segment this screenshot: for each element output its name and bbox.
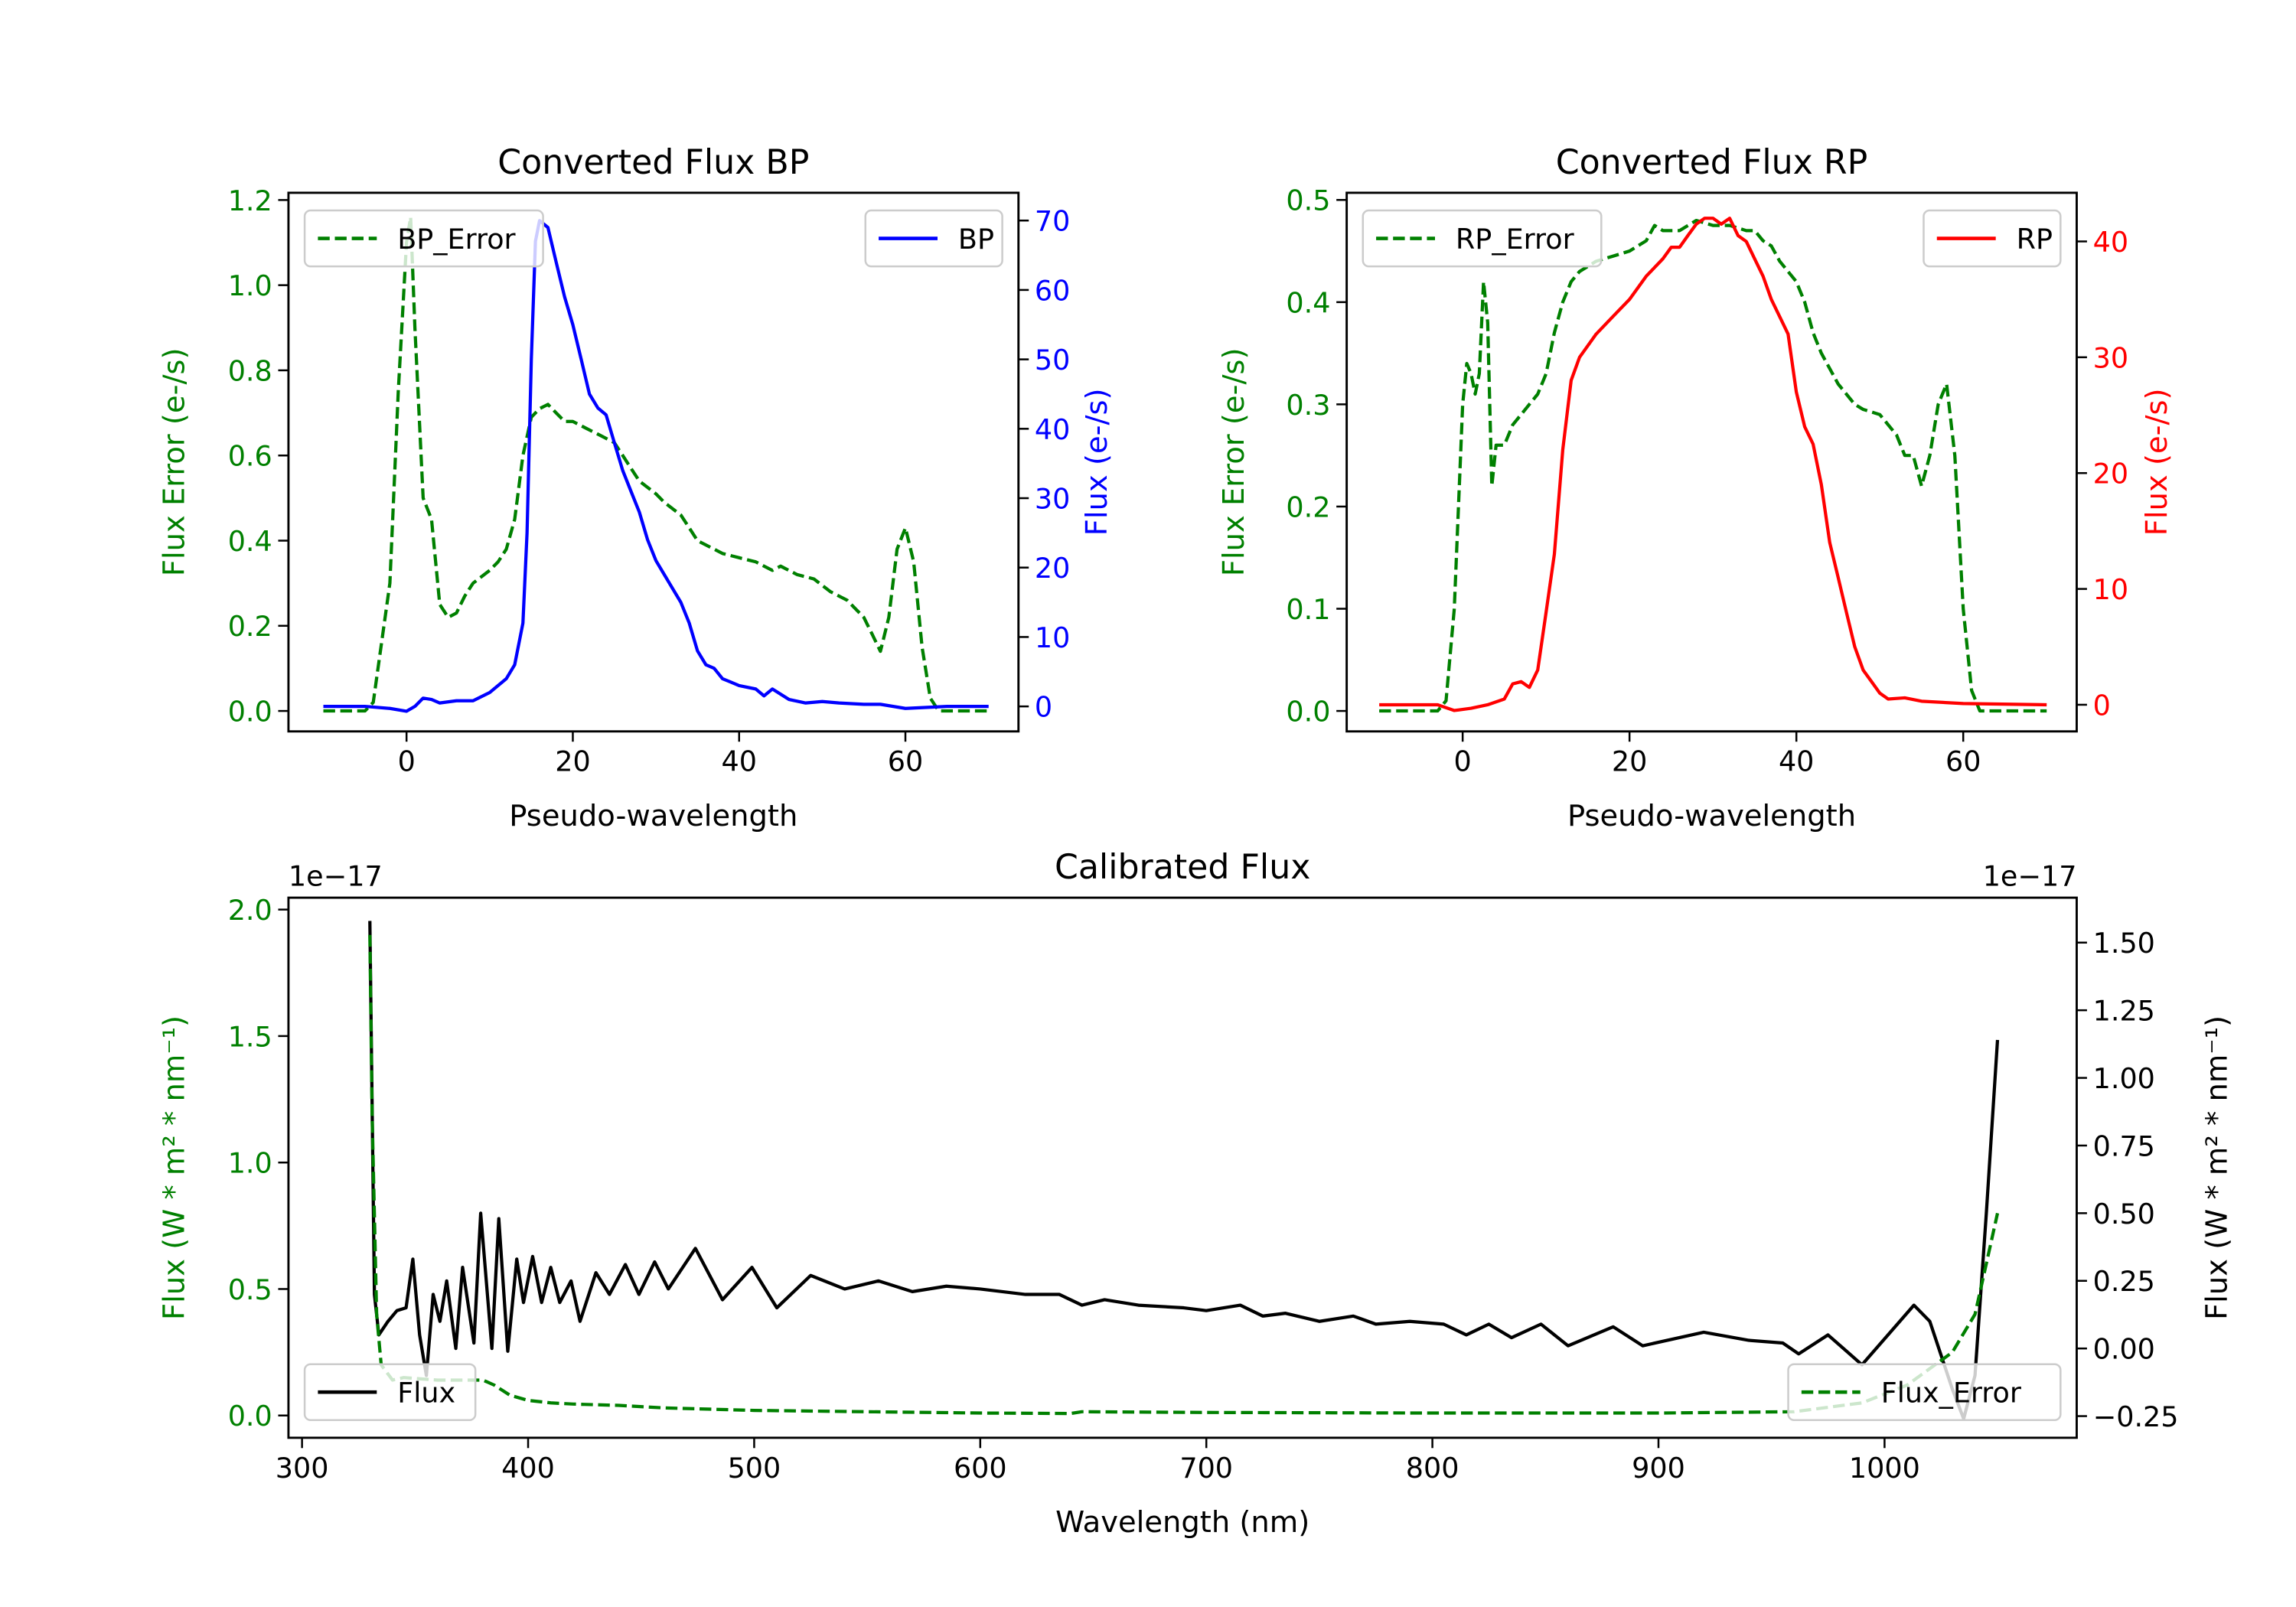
x-tick-label: 0 <box>1454 745 1472 778</box>
y-left-tick-label: 0.4 <box>1286 286 1330 319</box>
y-right-tick-label: 0 <box>1035 691 1052 724</box>
y-left-tick-label: 0.5 <box>228 1273 272 1306</box>
y-left-tick-label: 2.0 <box>228 894 272 927</box>
x-tick-label: 40 <box>722 745 757 778</box>
y-right-tick-label: 0.25 <box>2093 1265 2155 1298</box>
legend-label: RP <box>2017 223 2053 256</box>
y-left-tick-label: 0.1 <box>1286 593 1330 626</box>
x-tick-label: 60 <box>888 745 923 778</box>
y-left-tick-label: 0.2 <box>1286 491 1330 523</box>
x-tick-label: 0 <box>398 745 416 778</box>
x-tick-label: 1000 <box>1849 1452 1920 1485</box>
chart-rp: 0 20 40 60 0.0 0.1 0.2 0.3 0.4 0.5 0 10 20 30 40 Conver… <box>1217 143 2174 833</box>
y-right-tick-label: −0.25 <box>2093 1400 2179 1433</box>
series-line-bp <box>323 219 989 713</box>
chart-title: Converted Flux RP <box>1556 143 1868 182</box>
y-left-axis-label: Flux (W * m² * nm⁻¹) <box>157 1015 191 1320</box>
y-right-tick-label: 1.25 <box>2093 995 2155 1028</box>
series-line-rp <box>1379 217 2047 712</box>
y-right-tick-label: 0.75 <box>2093 1129 2155 1162</box>
y-left-tick-label: 1.0 <box>228 1147 272 1180</box>
x-axis-label: Pseudo-wavelength <box>509 799 797 833</box>
y-left-tick-label: 0.3 <box>1286 389 1330 422</box>
y-right-tick-label: 0 <box>2093 689 2111 722</box>
legend-label: Flux <box>397 1377 455 1410</box>
x-tick-label: 20 <box>555 745 590 778</box>
y-right-tick-label: 70 <box>1035 205 1070 238</box>
legend-box <box>303 1363 477 1422</box>
y-left-axis-label: Flux Error (e-/s) <box>157 348 191 577</box>
chart-title: Calibrated Flux <box>1055 848 1310 887</box>
y-left-tick-label: 0.4 <box>228 525 272 558</box>
series-line-flux <box>368 921 2000 1421</box>
x-tick-label: 800 <box>1406 1452 1459 1485</box>
y-right-tick-label: 40 <box>1035 413 1070 446</box>
legend-rp-error: RP_Error <box>1362 209 1603 268</box>
chart-cal: 300 400 500 600 700 800 900 1000 0.0 0.5 1.0 1.5 2.0… <box>157 848 2234 1540</box>
y-left-tick-label: 1.2 <box>228 184 272 217</box>
x-tick-label: 60 <box>1945 745 1981 778</box>
y-left-tick-label: 1.5 <box>228 1020 272 1053</box>
legend-bp-error: BP_Error <box>303 209 544 268</box>
y-right-tick-label: 50 <box>1035 344 1070 376</box>
x-tick-label: 400 <box>501 1452 555 1485</box>
series-line-rp-error <box>1379 218 2047 713</box>
y-right-tick-label: 40 <box>2093 226 2128 259</box>
y-right-axis-label: Flux (W * m² * nm⁻¹) <box>2200 1015 2235 1320</box>
legend-flux: Flux <box>303 1363 477 1422</box>
y-left-tick-label: 0.0 <box>228 696 272 729</box>
y-right-tick-label: 30 <box>1035 482 1070 515</box>
legend-label: BP <box>958 223 994 256</box>
x-tick-label: 500 <box>728 1452 781 1485</box>
legend-rp: RP <box>1923 209 2062 268</box>
y-right-axis-label: Flux (e-/s) <box>2140 389 2174 536</box>
chart-title: Converted Flux BP <box>497 143 809 182</box>
axes-frame <box>287 191 1020 733</box>
y-right-tick-label: 20 <box>2093 458 2128 491</box>
x-tick-label: 20 <box>1612 745 1647 778</box>
x-axis-label: Wavelength (nm) <box>1055 1505 1309 1540</box>
y-right-offset-text: 1e−17 <box>1983 860 2077 893</box>
y-left-tick-label: 0.8 <box>228 354 272 387</box>
y-right-tick-label: 20 <box>1035 552 1070 585</box>
legend-label: BP_Error <box>397 223 516 256</box>
x-tick-label: 600 <box>954 1452 1007 1485</box>
legend-box <box>1787 1363 2062 1422</box>
chart-bp: 0 20 40 60 0.0 0.2 0.4 0.6 0.8 1.0 1.2 0 10 20 30 40 50 6… <box>157 143 1114 833</box>
axes-frame <box>287 896 2078 1439</box>
y-right-tick-label: 1.50 <box>2093 927 2155 960</box>
y-left-tick-label: 0.0 <box>228 1400 272 1433</box>
y-left-tick-label: 0.0 <box>1286 696 1330 729</box>
y-left-tick-label: 0.6 <box>228 440 272 473</box>
y-right-tick-label: 1.00 <box>2093 1062 2155 1095</box>
y-right-axis-label: Flux (e-/s) <box>1080 389 1114 536</box>
y-right-tick-label: 10 <box>2093 573 2128 606</box>
x-tick-label: 700 <box>1179 1452 1233 1485</box>
legend-label: RP_Error <box>1456 223 1575 256</box>
legend-box <box>1362 209 1603 268</box>
legend-label: Flux_Error <box>1881 1377 2022 1410</box>
legend-box <box>303 209 544 268</box>
y-right-tick-label: 0.50 <box>2093 1198 2155 1231</box>
legend-bp: BP <box>864 209 1003 268</box>
y-right-tick-label: 10 <box>1035 621 1070 654</box>
axes-frame <box>1345 191 2078 733</box>
y-left-offset-text: 1e−17 <box>289 860 383 893</box>
y-left-tick-label: 0.2 <box>228 610 272 643</box>
x-tick-label: 900 <box>1632 1452 1685 1485</box>
y-left-axis-label: Flux Error (e-/s) <box>1217 348 1251 577</box>
x-tick-label: 300 <box>276 1452 329 1485</box>
legend-flux-error: Flux_Error <box>1787 1363 2062 1422</box>
y-left-tick-label: 1.0 <box>228 269 272 302</box>
y-right-tick-label: 60 <box>1035 274 1070 307</box>
y-right-tick-label: 0.00 <box>2093 1333 2155 1366</box>
plots: 0 20 40 60 0.0 0.2 0.4 0.6 0.8 1.0 1.2 0 10 20 30 40 50 6… <box>157 143 2234 1540</box>
y-left-tick-label: 0.5 <box>1286 184 1330 217</box>
y-right-tick-label: 30 <box>2093 341 2128 374</box>
x-axis-label: Pseudo-wavelength <box>1567 799 1856 833</box>
series-line-bp-error <box>323 215 989 713</box>
x-tick-label: 40 <box>1779 745 1814 778</box>
